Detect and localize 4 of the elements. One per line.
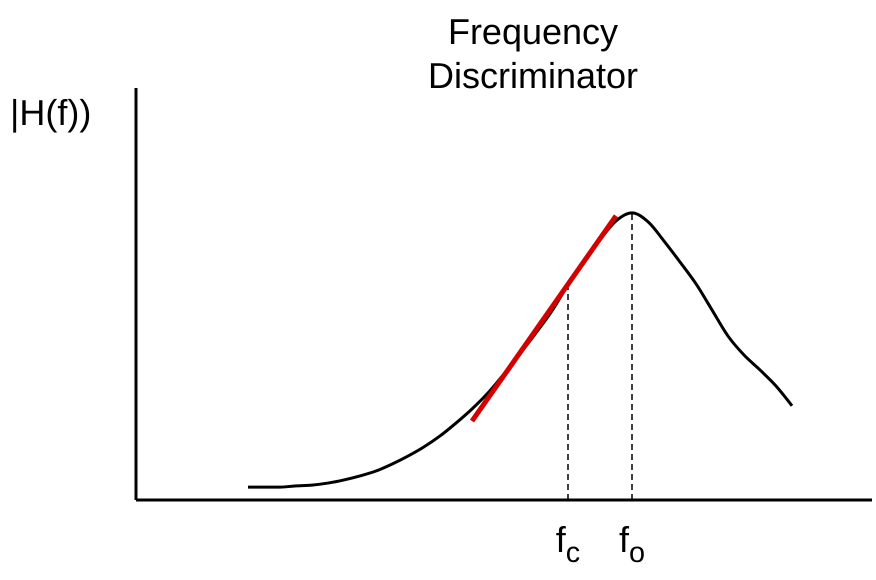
x-tick-label: f$_{o}$: [618, 519, 646, 570]
y-axis-title: |H(f)): [10, 92, 92, 134]
chart-title: Frequency Discriminator: [426, 10, 640, 98]
x-tick-label: f$_{c}$: [556, 519, 580, 570]
